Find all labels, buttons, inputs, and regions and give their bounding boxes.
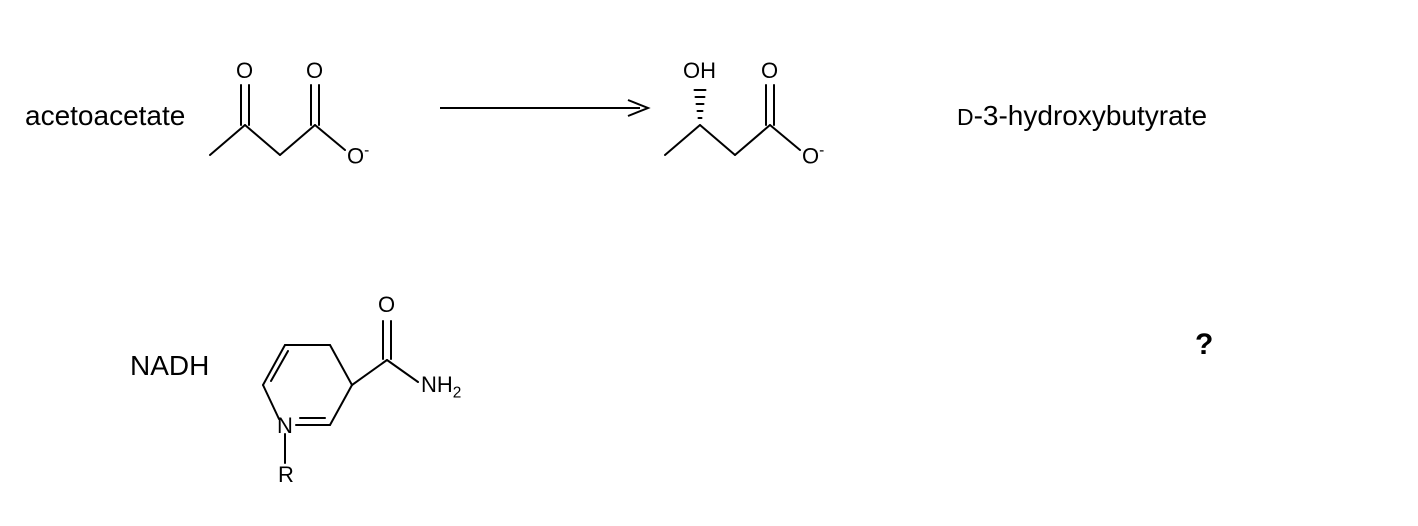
- atom-d3hb-O2: O: [761, 58, 778, 84]
- atom-acetoacetate-O2: O: [306, 58, 323, 84]
- atom-acetoacetate-Ominus: O-: [347, 142, 369, 169]
- figure-canvas: acetoacetate D-3-hydroxybutyrate NADH ? …: [0, 0, 1418, 526]
- atom-d3hb-OH: OH: [683, 58, 716, 84]
- atom-nadh-NH2: NH2: [421, 372, 461, 402]
- atom-nadh-R: R: [278, 462, 294, 488]
- atom-nadh-Nring: N: [277, 413, 293, 439]
- atom-d3hb-Ominus: O-: [802, 142, 824, 169]
- atom-nadh-O: O: [378, 292, 395, 318]
- atom-acetoacetate-O1: O: [236, 58, 253, 84]
